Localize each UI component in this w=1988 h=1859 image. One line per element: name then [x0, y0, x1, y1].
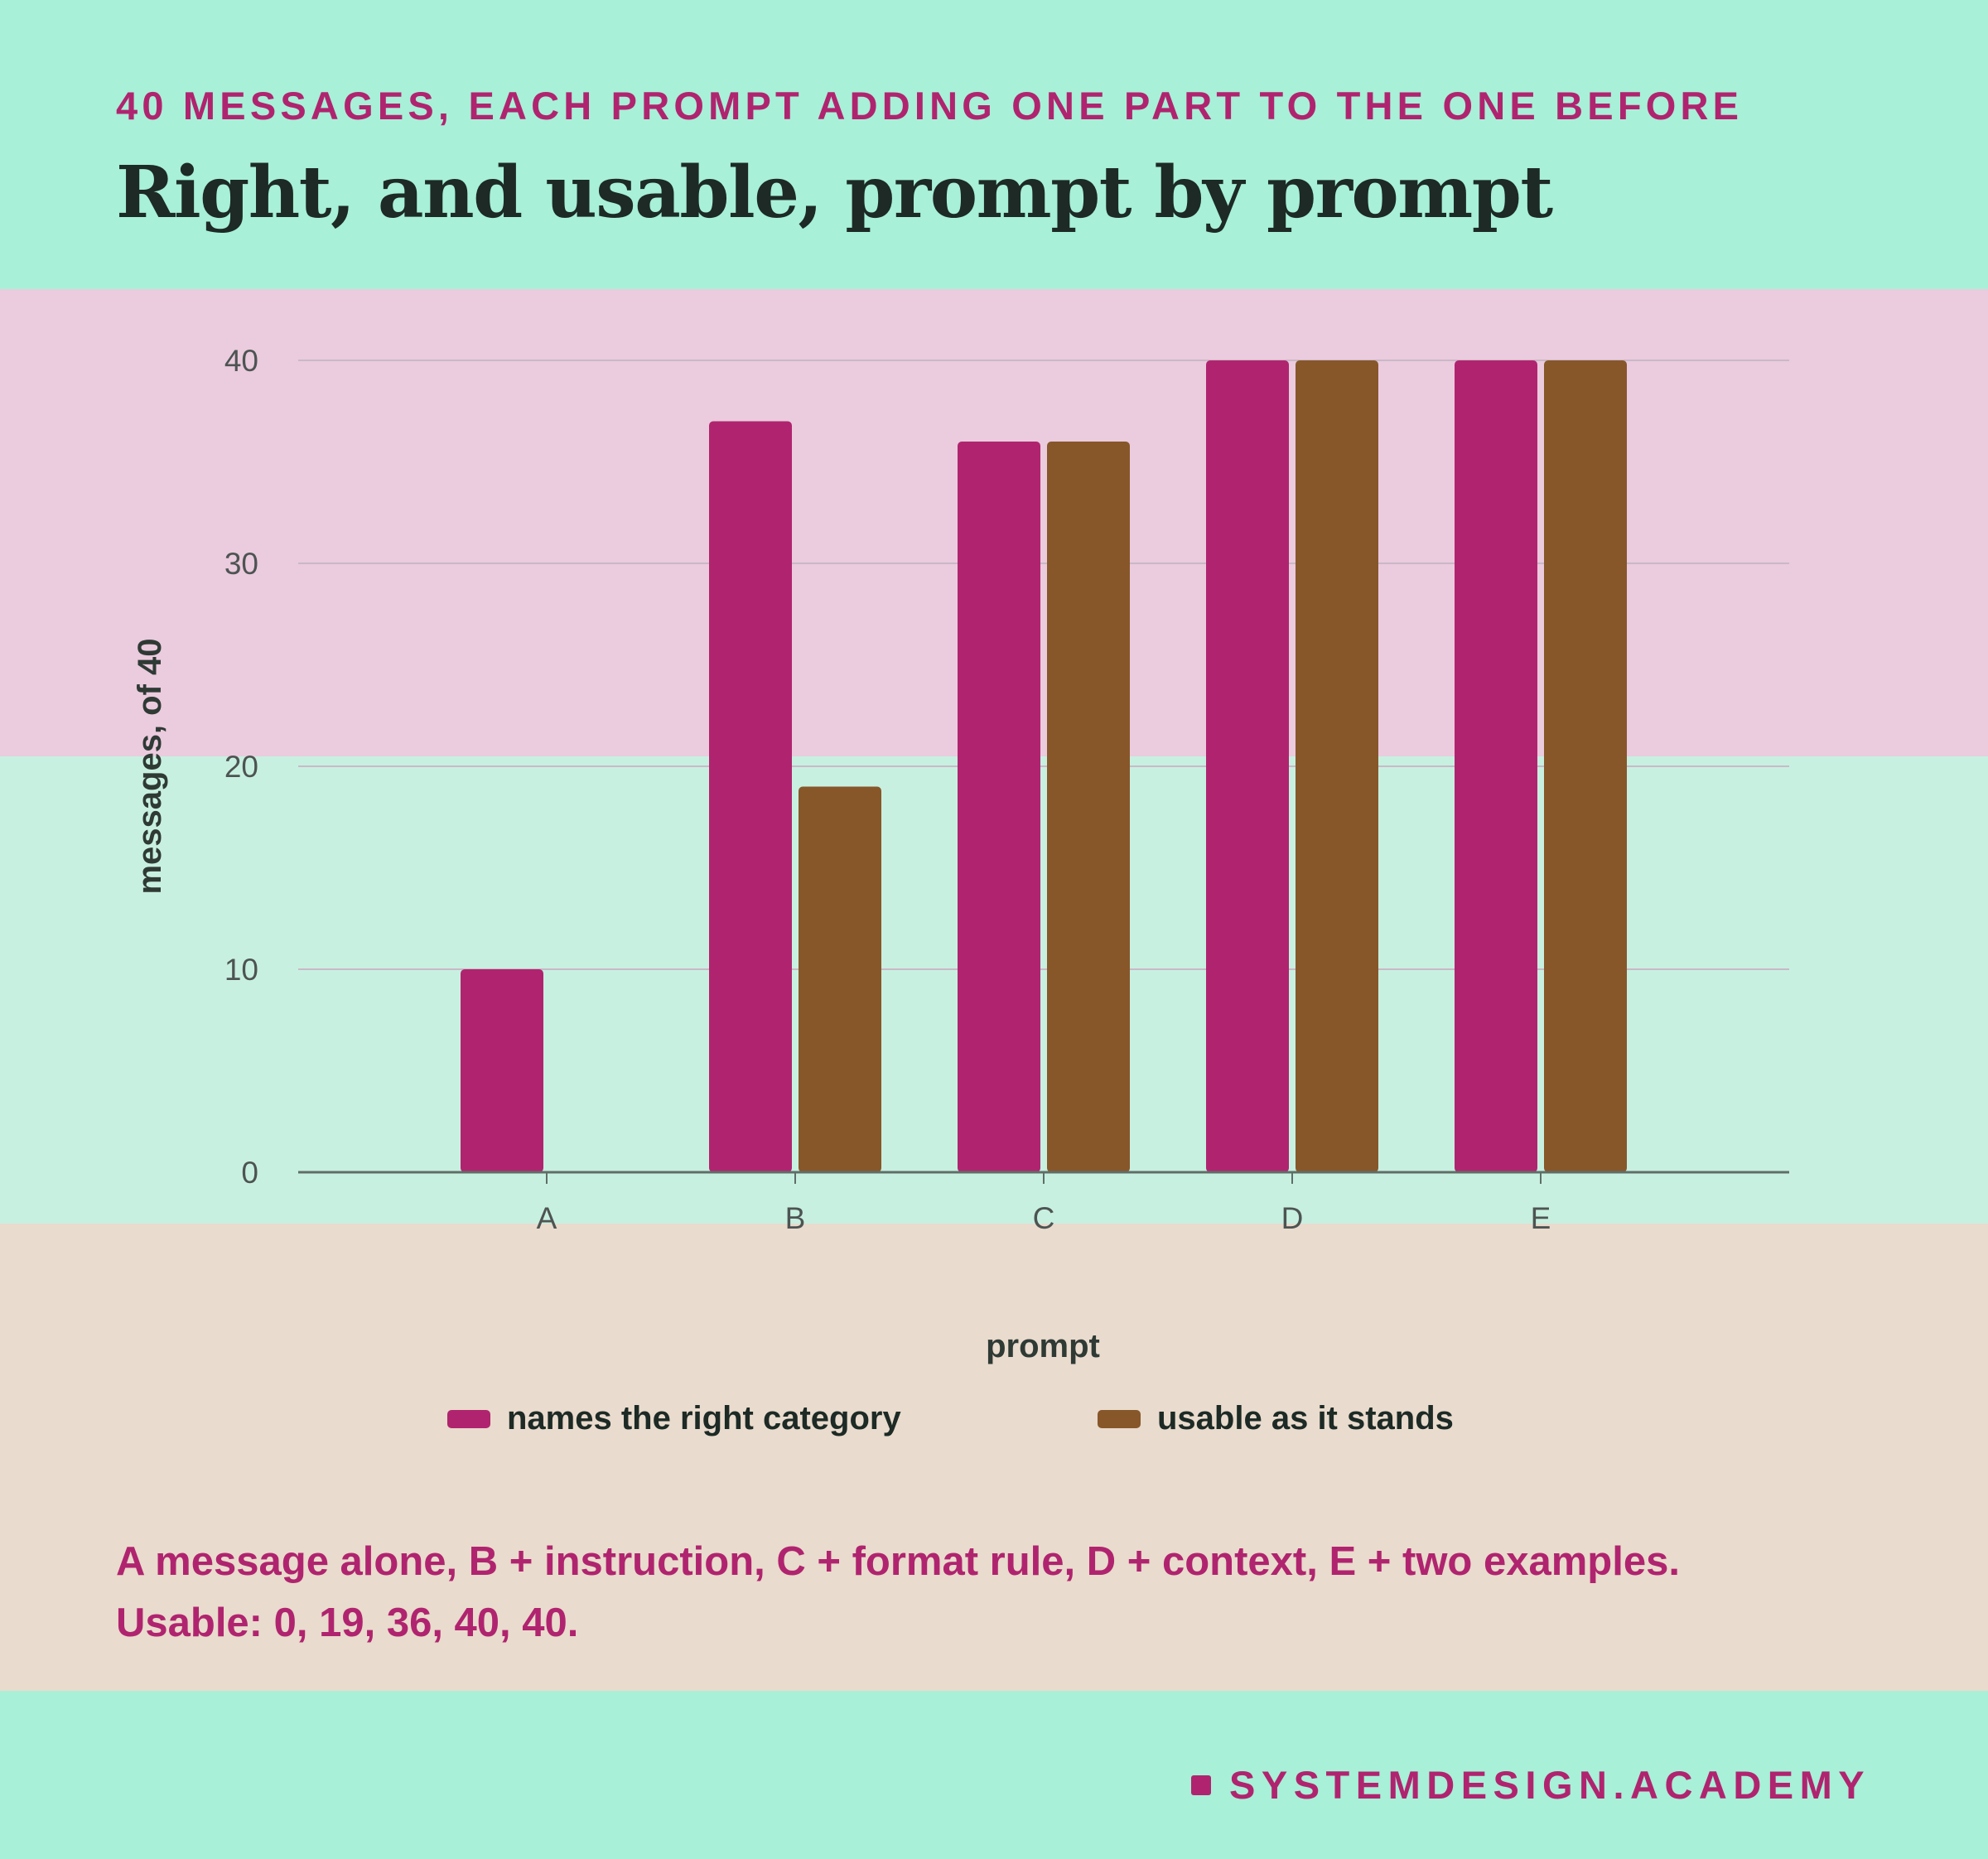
x-tick-label-B: B: [785, 1201, 806, 1235]
caption-line-2: Usable: 0, 19, 36, 40, 40.: [116, 1601, 579, 1645]
legend-label-right-category: names the right category: [507, 1400, 901, 1436]
y-tick-label-10: 10: [224, 953, 258, 987]
footer-band: [0, 1691, 1988, 1859]
beige-band: [0, 1224, 1988, 1691]
x-tick-label-A: A: [537, 1201, 557, 1235]
y-tick-label-30: 30: [224, 547, 258, 581]
bar-A-series-1: [461, 969, 543, 1172]
x-tick-label-D: D: [1281, 1201, 1304, 1235]
bar-E-series-2: [1544, 360, 1627, 1172]
bar-B-series-1: [709, 421, 792, 1172]
y-tick-label-40: 40: [224, 344, 258, 378]
y-axis-title: messages, of 40: [132, 638, 168, 894]
bar-D-series-2: [1296, 360, 1378, 1172]
header-band: [0, 0, 1988, 289]
bar-B-series-2: [799, 786, 881, 1172]
brand-name: SYSTEMDESIGN.ACADEMY: [1229, 1763, 1871, 1807]
bar-C-series-2: [1047, 442, 1130, 1172]
bars: [461, 360, 1627, 1172]
x-tick-label-E: E: [1531, 1201, 1551, 1235]
y-tick-label-0: 0: [241, 1156, 258, 1190]
y-tick-label-20: 20: [224, 750, 258, 784]
chart-eyebrow: 40 MESSAGES, EACH PROMPT ADDING ONE PART…: [116, 84, 1744, 128]
bar-E-series-1: [1455, 360, 1537, 1172]
legend-swatch-usable: [1098, 1409, 1141, 1428]
brand-square-icon: [1191, 1775, 1211, 1795]
caption-line-1: A message alone, B + instruction, C + fo…: [116, 1539, 1680, 1584]
bar-C-series-1: [958, 442, 1040, 1172]
bar-D-series-1: [1206, 360, 1289, 1172]
legend: names the right category usable as it st…: [0, 1400, 1988, 1450]
legend-item-usable: usable as it stands: [1098, 1400, 1454, 1437]
x-tick-label-C: C: [1033, 1201, 1055, 1235]
gridlines: [298, 360, 1789, 970]
chart-caption: A message alone, B + instruction, C + fo…: [116, 1531, 1938, 1654]
brand: SYSTEMDESIGN.ACADEMY: [1191, 1762, 1870, 1808]
legend-item-right-category: names the right category: [447, 1400, 901, 1437]
bar-chart: 0 10 20 30 40 A B C D E messages, of 40 prompt: [132, 344, 1789, 1364]
chart-title: Right, and usable, prompt by prompt: [116, 151, 1553, 234]
legend-swatch-right-category: [447, 1409, 490, 1428]
legend-label-usable: usable as it stands: [1157, 1400, 1454, 1436]
x-axis-title: prompt: [986, 1328, 1100, 1364]
axes: 0 10 20 30 40 A B C D E: [224, 344, 1789, 1235]
